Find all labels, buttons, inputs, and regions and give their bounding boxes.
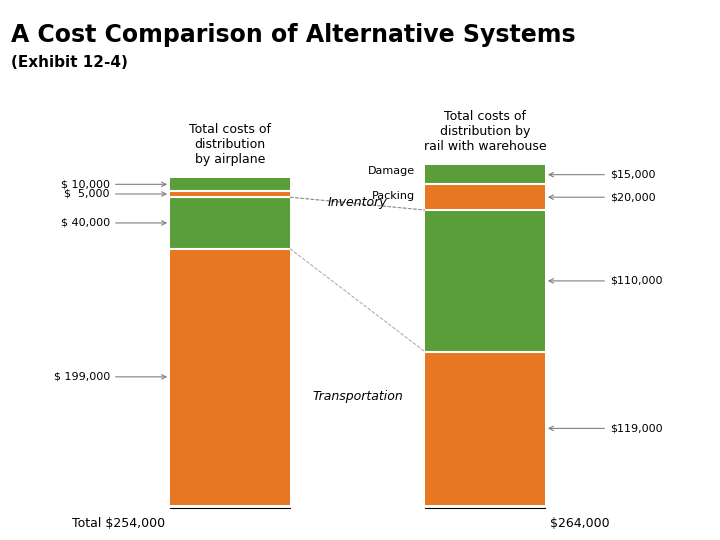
Text: $  5,000: $ 5,000 <box>65 189 166 199</box>
Bar <box>425 184 545 210</box>
Text: Transportation: Transportation <box>312 390 403 403</box>
Bar <box>425 352 545 505</box>
Text: Packing: Packing <box>372 191 415 200</box>
Text: $ 199,000: $ 199,000 <box>54 372 166 382</box>
Bar <box>425 210 545 352</box>
Text: Damage: Damage <box>368 166 415 177</box>
Text: $264,000: $264,000 <box>550 517 610 530</box>
Bar <box>170 178 290 191</box>
Text: (Exhibit 12-4): (Exhibit 12-4) <box>11 55 127 70</box>
Text: $20,000: $20,000 <box>549 192 656 202</box>
Text: $ 40,000: $ 40,000 <box>61 218 166 228</box>
Text: Total $254,000: Total $254,000 <box>72 517 165 530</box>
Text: $ 10,000: $ 10,000 <box>61 179 166 190</box>
Bar <box>425 165 545 184</box>
Text: Total costs of
distribution by
rail with warehouse: Total costs of distribution by rail with… <box>423 110 546 153</box>
Text: $119,000: $119,000 <box>549 423 662 434</box>
Text: $110,000: $110,000 <box>549 276 662 286</box>
Bar <box>170 191 290 197</box>
Text: A Cost Comparison of Alternative Systems: A Cost Comparison of Alternative Systems <box>11 23 575 46</box>
Bar <box>170 197 290 249</box>
Text: Total costs of
distribution
by airplane: Total costs of distribution by airplane <box>189 123 271 166</box>
Bar <box>170 249 290 505</box>
Text: Inventory: Inventory <box>328 197 387 210</box>
Text: $15,000: $15,000 <box>549 170 655 180</box>
